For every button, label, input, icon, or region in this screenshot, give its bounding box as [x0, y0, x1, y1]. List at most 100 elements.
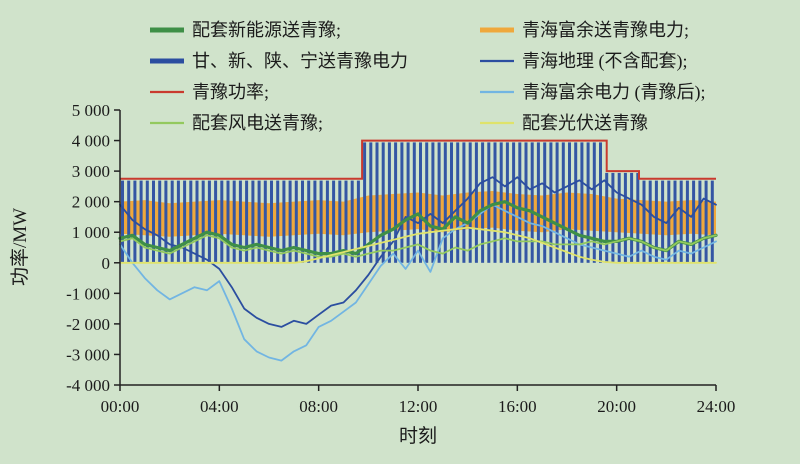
y-tick-label: 1 000	[72, 223, 110, 242]
bar-stripe	[276, 180, 280, 263]
bar-stripe	[369, 142, 373, 263]
series-line-1	[119, 203, 717, 362]
bar-stripe	[226, 180, 230, 263]
bar-stripe	[319, 180, 323, 263]
bar-stripe	[512, 142, 516, 263]
bar-stripe	[412, 142, 416, 263]
y-tick-label: -2 000	[66, 315, 110, 334]
bar-stripe	[183, 180, 187, 263]
bar-stripe	[127, 180, 131, 263]
bar-stripe	[555, 142, 559, 263]
x-tick-label: 08:00	[299, 397, 338, 416]
bar-stripe	[605, 172, 609, 263]
x-tick-label: 24:00	[697, 397, 736, 416]
bar-stripe	[176, 180, 180, 263]
bar-stripe	[592, 142, 596, 263]
x-axis-title: 时刻	[399, 425, 437, 447]
bar-stripe	[251, 180, 255, 263]
bar-stripe	[400, 142, 404, 263]
bar-stripe	[599, 142, 602, 263]
y-tick-label: -4 000	[66, 376, 110, 395]
series-line-4	[119, 226, 717, 264]
y-tick-label: -1 000	[66, 284, 110, 303]
bar-stripe	[648, 180, 652, 263]
x-tick-label: 04:00	[200, 397, 239, 416]
y-tick-label: 3 000	[72, 162, 110, 181]
bar-stripe	[201, 180, 205, 263]
bar-stripe	[419, 142, 422, 263]
legend-label-3: 配套风电送青豫;	[192, 113, 323, 133]
bar-stripe	[536, 142, 540, 263]
bar-stripe	[692, 180, 696, 263]
bar-stripe	[195, 180, 199, 263]
bar-stripe	[561, 142, 565, 263]
legend-label-2: 青豫功率;	[192, 82, 269, 102]
bar-stripe	[139, 180, 143, 263]
bar-stripe	[450, 142, 453, 263]
legend-label-7: 配套光伏送青豫	[522, 113, 648, 133]
x-tick-label: 16:00	[498, 397, 537, 416]
bar-stripe	[282, 180, 286, 263]
bar-stripe	[263, 180, 267, 263]
bar-stripe	[630, 172, 634, 263]
bar-stripe	[332, 180, 336, 263]
bar-stripe	[704, 180, 708, 263]
bar-stripe	[623, 172, 627, 263]
bar-stripe	[375, 142, 379, 263]
bar-stripe	[245, 180, 249, 263]
bar-stripe	[338, 180, 342, 263]
x-tick-label: 20:00	[597, 397, 636, 416]
bar-stripe	[654, 180, 658, 263]
bar-stripe	[518, 142, 522, 263]
bar-stripe	[437, 142, 441, 263]
y-tick-label: 0	[102, 254, 111, 273]
bar-stripe	[394, 142, 398, 263]
bar-stripe	[325, 180, 329, 263]
bar-stripe	[158, 180, 162, 263]
bar-stripe	[257, 180, 261, 263]
series-line-0	[119, 176, 717, 328]
bar-stripe	[679, 180, 683, 263]
bar-stripe	[307, 180, 311, 263]
bar-stripe	[636, 172, 640, 263]
bar-stripe	[313, 180, 317, 263]
bar-stripe	[617, 172, 621, 263]
bar-stripe	[406, 142, 410, 263]
bar-stripe	[363, 142, 367, 263]
bar-stripe	[189, 180, 193, 263]
bar-stripe	[238, 180, 242, 263]
bar-stripe	[685, 180, 689, 263]
y-tick-label: -3 000	[66, 345, 110, 364]
bar-stripe	[170, 180, 174, 263]
bar-stripe	[543, 142, 547, 263]
legend-label-5: 青海地理 (不含配套);	[522, 51, 688, 72]
bar-stripe	[145, 180, 149, 263]
bar-stripe	[524, 142, 528, 263]
bar-stripe	[586, 142, 590, 263]
bar-stripe	[710, 180, 714, 263]
bar-stripe	[474, 142, 478, 263]
bar-stripe	[568, 142, 571, 263]
legend-label-6: 青海富余电力 (青豫后);	[522, 82, 706, 103]
y-axis-title: 功率/MW	[9, 208, 31, 286]
bar-stripe	[574, 142, 578, 263]
y-tick-label: 5 000	[72, 101, 110, 120]
bar-stripe	[356, 180, 360, 263]
bar-stripe	[611, 172, 615, 263]
bar-stripe	[549, 142, 553, 263]
bar-stripe	[270, 180, 273, 263]
bar-stripe	[288, 180, 292, 263]
bar-stripe	[530, 142, 534, 263]
legend-label-1: 甘、新、陕、宁送青豫电力	[192, 51, 408, 71]
bar-stripe	[487, 142, 491, 263]
bar-stripe	[232, 180, 236, 263]
bar-stripe	[673, 180, 677, 263]
red-power-line	[120, 139, 716, 180]
bar-stripe	[344, 180, 348, 263]
series-lines-layer	[118, 139, 718, 362]
x-tick-label: 00:00	[101, 397, 140, 416]
bar-stripe	[207, 180, 211, 263]
